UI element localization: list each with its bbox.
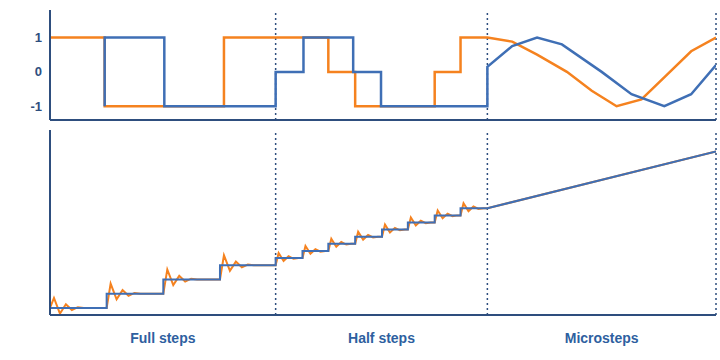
svg-text:1: 1 (35, 30, 42, 45)
svg-text:Microsteps: Microsteps (565, 330, 639, 346)
svg-text:-1: -1 (30, 99, 42, 114)
svg-text:Half steps: Half steps (348, 330, 415, 346)
svg-text:0: 0 (35, 64, 42, 79)
svg-text:Full steps: Full steps (130, 330, 196, 346)
